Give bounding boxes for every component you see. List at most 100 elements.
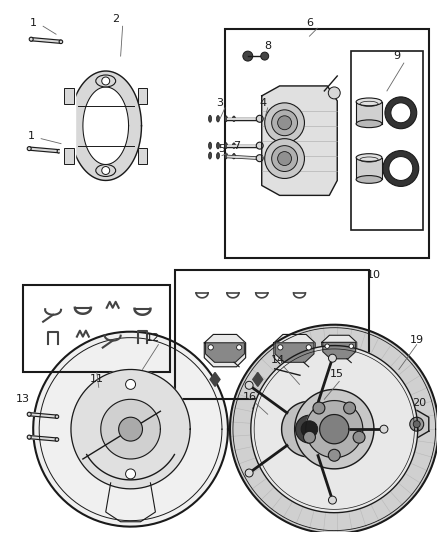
Circle shape	[256, 142, 263, 149]
Circle shape	[296, 415, 323, 443]
Polygon shape	[303, 373, 312, 386]
Circle shape	[237, 345, 242, 350]
Circle shape	[389, 157, 413, 181]
Bar	[138, 88, 148, 104]
Polygon shape	[251, 345, 418, 513]
Text: 16: 16	[243, 392, 257, 402]
Polygon shape	[31, 38, 61, 43]
Polygon shape	[205, 343, 244, 362]
Polygon shape	[29, 435, 57, 441]
Circle shape	[126, 469, 135, 479]
Circle shape	[301, 421, 318, 438]
Polygon shape	[295, 390, 374, 469]
Bar	[175, 270, 369, 399]
Ellipse shape	[208, 142, 212, 149]
Text: 11: 11	[90, 374, 104, 384]
Circle shape	[328, 496, 336, 504]
Circle shape	[208, 345, 213, 350]
Circle shape	[278, 116, 292, 130]
Circle shape	[245, 381, 253, 389]
Circle shape	[55, 438, 59, 441]
Text: 6: 6	[306, 18, 313, 28]
Text: 10: 10	[367, 270, 381, 280]
Circle shape	[27, 435, 31, 439]
Bar	[356, 158, 382, 180]
Ellipse shape	[216, 142, 219, 149]
Text: 13: 13	[16, 394, 30, 405]
Polygon shape	[29, 413, 57, 418]
Polygon shape	[306, 401, 363, 458]
Circle shape	[245, 469, 253, 477]
Circle shape	[256, 155, 263, 161]
Text: 15: 15	[330, 369, 344, 379]
Text: 14: 14	[271, 354, 285, 365]
Ellipse shape	[356, 120, 382, 127]
Ellipse shape	[356, 154, 382, 161]
Circle shape	[59, 40, 63, 44]
Ellipse shape	[208, 115, 212, 122]
Ellipse shape	[208, 152, 212, 159]
Polygon shape	[274, 334, 315, 367]
Circle shape	[261, 52, 268, 60]
Circle shape	[243, 51, 253, 61]
Circle shape	[119, 417, 142, 441]
Circle shape	[304, 431, 315, 443]
Bar	[356, 102, 382, 124]
Circle shape	[272, 146, 297, 172]
Circle shape	[353, 431, 365, 443]
Ellipse shape	[216, 152, 219, 159]
Text: 9: 9	[393, 51, 400, 61]
Text: 7: 7	[233, 141, 240, 151]
Polygon shape	[255, 375, 364, 484]
Circle shape	[278, 345, 283, 350]
Circle shape	[344, 402, 356, 414]
Circle shape	[325, 344, 329, 349]
Text: 8: 8	[264, 41, 271, 51]
Circle shape	[278, 151, 292, 166]
Polygon shape	[210, 373, 220, 386]
Circle shape	[102, 77, 110, 85]
Circle shape	[313, 402, 325, 414]
Circle shape	[55, 415, 59, 418]
Ellipse shape	[233, 116, 235, 122]
Circle shape	[27, 147, 31, 151]
Polygon shape	[33, 332, 228, 527]
Polygon shape	[204, 334, 246, 367]
Polygon shape	[405, 410, 429, 438]
Circle shape	[29, 37, 33, 41]
Circle shape	[380, 425, 388, 433]
Polygon shape	[60, 87, 75, 165]
Polygon shape	[262, 86, 337, 196]
Ellipse shape	[216, 116, 219, 122]
Polygon shape	[323, 342, 356, 359]
Circle shape	[27, 412, 31, 416]
Circle shape	[272, 110, 297, 136]
Ellipse shape	[233, 143, 235, 148]
Text: 20: 20	[412, 398, 426, 408]
Bar	[351, 51, 423, 230]
Polygon shape	[71, 369, 190, 489]
Circle shape	[126, 379, 135, 389]
Text: 2: 2	[112, 14, 119, 25]
Text: 4: 4	[259, 98, 266, 108]
Text: 19: 19	[410, 335, 424, 345]
Polygon shape	[83, 87, 129, 165]
Text: 1: 1	[28, 131, 35, 141]
Polygon shape	[29, 147, 59, 153]
Ellipse shape	[224, 116, 227, 122]
Circle shape	[413, 421, 420, 427]
Circle shape	[102, 166, 110, 174]
Circle shape	[328, 449, 340, 461]
Circle shape	[391, 103, 411, 123]
Polygon shape	[101, 399, 160, 459]
Bar	[64, 148, 74, 164]
Ellipse shape	[96, 165, 116, 176]
Circle shape	[349, 344, 353, 349]
Circle shape	[265, 103, 304, 143]
Circle shape	[383, 151, 419, 187]
Circle shape	[57, 149, 61, 153]
Circle shape	[265, 139, 304, 179]
Bar	[64, 88, 74, 104]
Text: 5: 5	[219, 143, 226, 154]
Polygon shape	[230, 325, 438, 533]
